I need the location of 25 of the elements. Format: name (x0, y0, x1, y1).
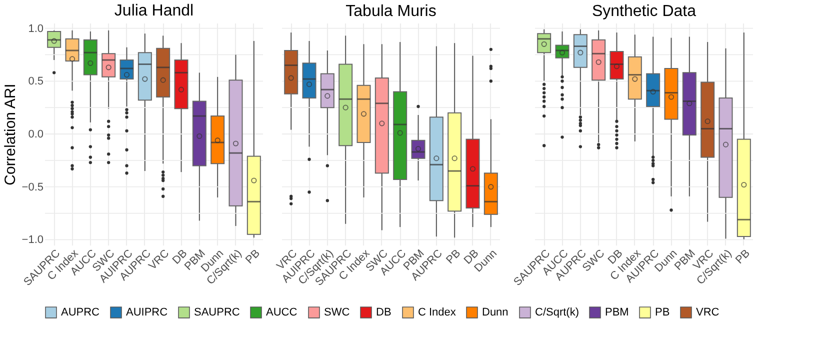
x-tick-label: PB (444, 248, 464, 266)
legend-label: PB (655, 306, 670, 318)
y-tick-label: 0.0 (28, 128, 44, 140)
legend-label: C Index (418, 306, 456, 318)
chart-title: Tabula Muris (346, 3, 436, 20)
chart-title: Synthetic Data (592, 3, 696, 20)
legend-label: DB (376, 306, 392, 318)
x-tick-label: PB (244, 248, 262, 266)
x-tick-label: PB (734, 248, 752, 266)
x-tick-label: VRC (146, 247, 172, 272)
chart-title: Julia Handl (114, 2, 194, 20)
y-tick-label: 0.5 (28, 76, 44, 88)
legend-label: C/Sqrt(k) (535, 306, 579, 318)
legend-label: Dunn (482, 306, 508, 318)
y-tick-label: −1.0 (22, 234, 44, 246)
y-tick-label: 1.0 (28, 22, 44, 35)
y-tick-label: −0.5 (22, 181, 44, 194)
y-axis-title: Correlation ARI (2, 84, 19, 186)
legend-label: SAUPRC (194, 306, 240, 318)
legend-label: AUPRC (61, 306, 100, 318)
legend-label: AUCC (266, 306, 298, 318)
legend-label: VRC (696, 306, 720, 318)
legend-label: AUIPRC (126, 306, 168, 318)
legend-label: SWC (324, 306, 350, 318)
legend-label: PBM (605, 306, 629, 318)
